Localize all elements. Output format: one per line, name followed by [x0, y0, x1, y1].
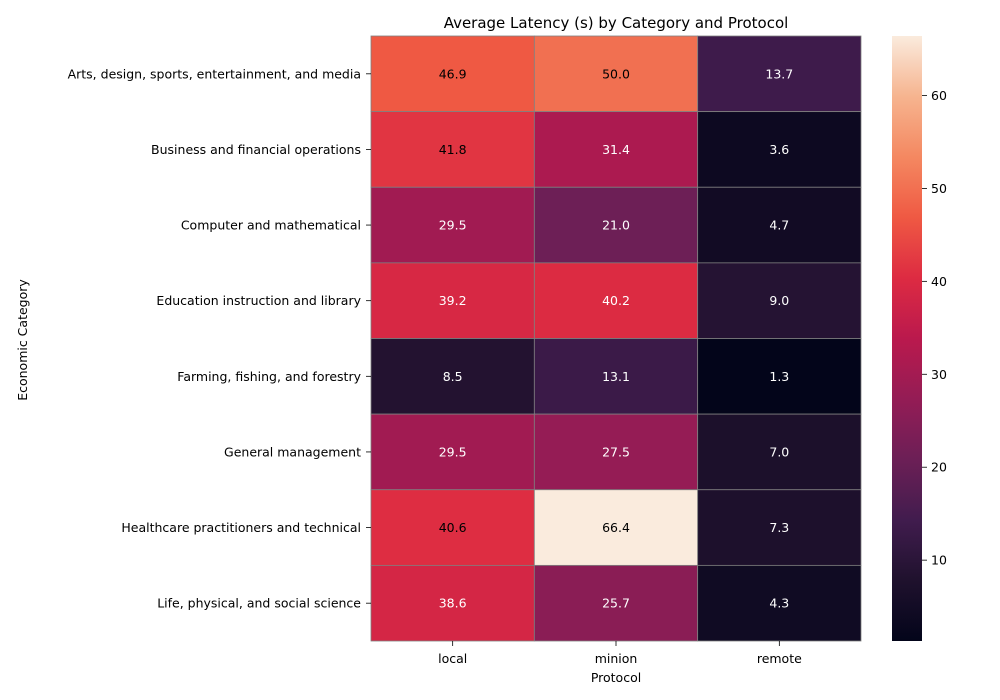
- colorbar-tick-label: 40: [931, 274, 947, 289]
- cell-value-label: 4.3: [769, 596, 789, 611]
- cell-value-label: 50.0: [602, 66, 630, 81]
- y-tick-label: Business and financial operations: [151, 142, 361, 157]
- colorbar-gradient: [892, 36, 922, 641]
- heatmap-cell: [533, 413, 699, 491]
- heatmap-cell: [697, 489, 862, 566]
- y-tick-label: Farming, fishing, and forestry: [177, 369, 361, 384]
- heatmap-cell: [533, 35, 699, 113]
- heatmap-cells: [370, 35, 862, 642]
- heatmap-cell: [697, 338, 862, 415]
- x-axis-label: Protocol: [591, 670, 641, 685]
- y-tick-label: Education instruction and library: [156, 293, 361, 308]
- heatmap-cell: [370, 35, 535, 113]
- heatmap-cell: [370, 262, 535, 339]
- cell-value-label: 9.0: [769, 293, 789, 308]
- heatmap-cell: [370, 564, 535, 642]
- y-tick-label: General management: [224, 444, 361, 459]
- cell-value-label: 21.0: [602, 218, 630, 233]
- x-tick-label: remote: [757, 651, 802, 666]
- cell-value-label: 38.6: [439, 596, 467, 611]
- cell-value-label: 29.5: [439, 218, 467, 233]
- y-axis-label: Economic Category: [15, 279, 30, 401]
- colorbar-tick-label: 50: [931, 181, 947, 196]
- cell-value-label: 40.6: [439, 520, 467, 535]
- x-tick-label: minion: [595, 651, 638, 666]
- cell-value-label: 7.3: [769, 520, 789, 535]
- colorbar-tick-label: 10: [931, 553, 947, 568]
- heatmap-cell: [697, 35, 862, 113]
- heatmap-cell: [533, 186, 699, 264]
- y-tick-label: Life, physical, and social science: [157, 596, 361, 611]
- cell-value-label: 29.5: [439, 444, 467, 459]
- cell-value-label: 8.5: [443, 369, 463, 384]
- heatmap-cell: [533, 338, 699, 415]
- heatmap-cell: [533, 489, 699, 566]
- cell-value-label: 66.4: [602, 520, 630, 535]
- y-tick-label: Healthcare practitioners and technical: [121, 520, 361, 535]
- cell-value-label: 1.3: [769, 369, 789, 384]
- colorbar-tick-label: 20: [931, 460, 947, 475]
- colorbar: 10 20 30 40 50 60: [892, 36, 947, 641]
- cell-value-label: 40.2: [602, 293, 630, 308]
- heatmap-cell: [533, 111, 699, 188]
- cell-value-label: 46.9: [439, 66, 467, 81]
- colorbar-tick-label: 60: [931, 88, 947, 103]
- heatmap-cell: [697, 262, 862, 339]
- heatmap-cell: [370, 489, 535, 566]
- cell-value-label: 39.2: [439, 293, 467, 308]
- cell-value-label: 4.7: [769, 218, 789, 233]
- cell-value-label: 25.7: [602, 596, 630, 611]
- cell-value-label: 27.5: [602, 444, 630, 459]
- cell-value-label: 41.8: [439, 142, 467, 157]
- heatmap-cell: [697, 564, 862, 642]
- cell-value-label: 13.1: [602, 369, 630, 384]
- cell-value-label: 3.6: [769, 142, 789, 157]
- x-tick-label: local: [438, 651, 467, 666]
- heatmap-cell: [370, 338, 535, 415]
- cell-value-label: 13.7: [765, 66, 793, 81]
- heatmap-cell-labels: 46.9 50.0 13.7 41.8 31.4 3.6 29.5 21.0 4.7 39.2 40…: [439, 66, 794, 610]
- x-axis-ticks: local minion remote: [438, 641, 802, 666]
- y-axis-ticks: Arts, design, sports, entertainment, and…: [68, 66, 371, 611]
- heatmap-cell: [370, 111, 535, 188]
- y-tick-label: Arts, design, sports, entertainment, and…: [68, 66, 361, 81]
- y-tick-label: Computer and mathematical: [181, 218, 361, 233]
- cell-value-label: 7.0: [769, 444, 789, 459]
- colorbar-tick-label: 30: [931, 367, 947, 382]
- heatmap-cell: [697, 413, 862, 491]
- cell-value-label: 31.4: [602, 142, 630, 157]
- heatmap-cell: [533, 564, 699, 642]
- chart-title: Average Latency (s) by Category and Prot…: [444, 14, 789, 32]
- heatmap-cell: [697, 111, 862, 188]
